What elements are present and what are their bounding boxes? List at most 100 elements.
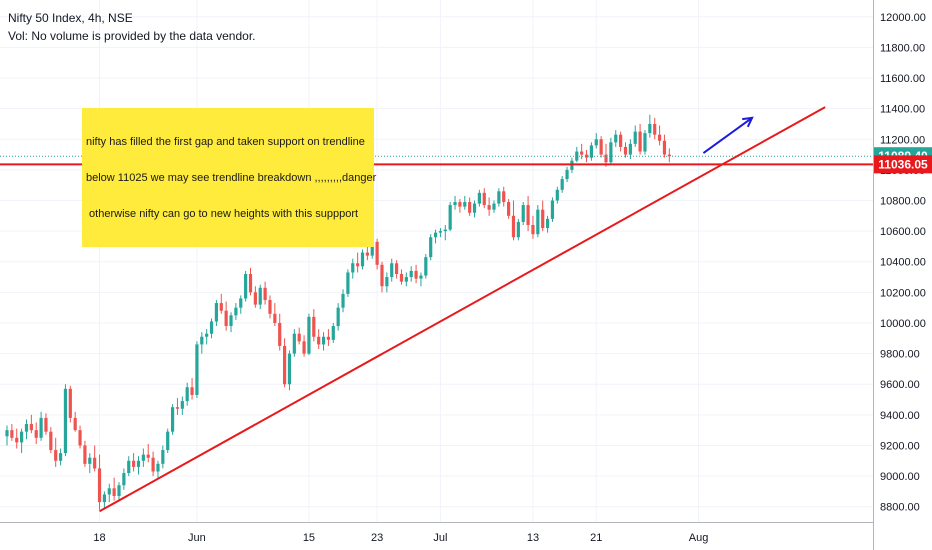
- candle-body: [97, 468, 102, 503]
- candle-body: [477, 192, 481, 204]
- x-tick-label: Aug: [689, 532, 709, 544]
- x-tick-label: 13: [527, 532, 539, 544]
- candle-body: [195, 344, 199, 395]
- candle-body: [282, 345, 287, 385]
- candle-body: [170, 407, 175, 432]
- candle-body: [326, 336, 331, 340]
- candle-body: [619, 134, 623, 147]
- candle-body: [521, 205, 525, 222]
- candle-body: [502, 191, 506, 203]
- candle-body: [536, 209, 540, 235]
- candle-body: [370, 241, 374, 256]
- x-tick-label: 23: [371, 532, 383, 544]
- candle-body: [638, 131, 642, 152]
- candle-body: [39, 417, 43, 438]
- candle-body: [643, 133, 647, 152]
- candle-body: [526, 205, 530, 225]
- candle-body: [404, 277, 408, 282]
- candle-body: [102, 494, 106, 503]
- x-tick-label: Jun: [188, 532, 206, 544]
- candle-body: [594, 139, 598, 146]
- candle-body: [443, 229, 447, 232]
- annotation-line: nifty has filled the first gap and taken…: [86, 136, 365, 148]
- annotation-line: otherwise nifty can go to new heights wi…: [86, 208, 359, 220]
- candle-body: [73, 417, 77, 431]
- candle-body: [15, 437, 19, 443]
- candle-body: [623, 146, 628, 155]
- candle-body: [385, 277, 389, 287]
- candle-body: [248, 273, 253, 293]
- candle-body: [205, 333, 209, 337]
- candle-body: [156, 463, 160, 472]
- candle-body: [321, 336, 326, 345]
- candle-body: [545, 218, 550, 229]
- candle-body: [346, 272, 350, 294]
- symbol-title[interactable]: Nifty 50 Index, 4h, NSE: [8, 11, 133, 25]
- y-tick-label: 10600.00: [880, 226, 926, 238]
- candle-body: [132, 460, 136, 467]
- candle-body: [580, 151, 584, 155]
- candle-body: [10, 430, 14, 438]
- candle-body: [657, 134, 662, 141]
- volume-note: Vol: No volume is provided by the data v…: [8, 29, 256, 43]
- y-tick-label: 12000.00: [880, 12, 926, 24]
- candle-body: [161, 450, 165, 464]
- candle-body: [302, 341, 306, 354]
- candle-body: [214, 303, 219, 322]
- candle-body: [112, 488, 116, 496]
- y-tick-label: 11800.00: [880, 42, 925, 54]
- candle-body: [360, 252, 365, 267]
- candle-body: [20, 431, 24, 443]
- candle-body: [292, 333, 296, 354]
- candle-body: [414, 270, 418, 279]
- candle-body: [380, 264, 384, 287]
- x-tick-label: 15: [303, 532, 315, 544]
- candle-body: [287, 353, 292, 385]
- candle-body: [497, 191, 501, 204]
- annotation-note[interactable]: nifty has filled the first gap and taken…: [82, 108, 376, 247]
- candle-body: [589, 145, 593, 158]
- y-tick-label: 11200.00: [880, 134, 925, 146]
- candle-body: [531, 224, 535, 235]
- candle-body: [54, 450, 58, 461]
- candle-body: [244, 273, 248, 299]
- candle-body: [317, 336, 321, 345]
- candle-body: [653, 123, 657, 135]
- candle-body: [628, 143, 632, 155]
- candle-body: [209, 321, 214, 334]
- candle-body: [365, 252, 369, 256]
- candle-body: [229, 315, 233, 327]
- candle-body: [560, 179, 564, 190]
- candle-body: [356, 263, 360, 267]
- candle-body: [88, 457, 92, 464]
- candle-body: [399, 273, 404, 282]
- candle-body: [5, 430, 9, 437]
- candle-body: [68, 388, 72, 418]
- candle-body: [458, 202, 462, 207]
- candle-body: [190, 387, 194, 395]
- candle-body: [419, 275, 423, 279]
- candle-body: [487, 205, 491, 210]
- candle-body: [146, 454, 150, 458]
- candle-body: [516, 221, 520, 238]
- candle-body: [141, 454, 145, 461]
- candle-body: [390, 263, 394, 278]
- candle-body: [127, 460, 131, 474]
- candle-body: [550, 200, 555, 219]
- candle-body: [219, 303, 223, 311]
- candle-body: [122, 473, 126, 486]
- candle-body: [472, 203, 477, 213]
- y-tick-label: 9600.00: [880, 379, 920, 391]
- candle-body: [180, 401, 184, 409]
- x-tick-label: 21: [590, 532, 602, 544]
- candle-body: [93, 457, 97, 469]
- candle-body: [555, 189, 559, 201]
- candle-body: [409, 270, 413, 278]
- candle-body: [24, 424, 29, 432]
- level-price-badge: [874, 155, 932, 174]
- candle-body: [297, 333, 301, 342]
- candle-body: [258, 287, 262, 305]
- candle-body: [375, 241, 379, 265]
